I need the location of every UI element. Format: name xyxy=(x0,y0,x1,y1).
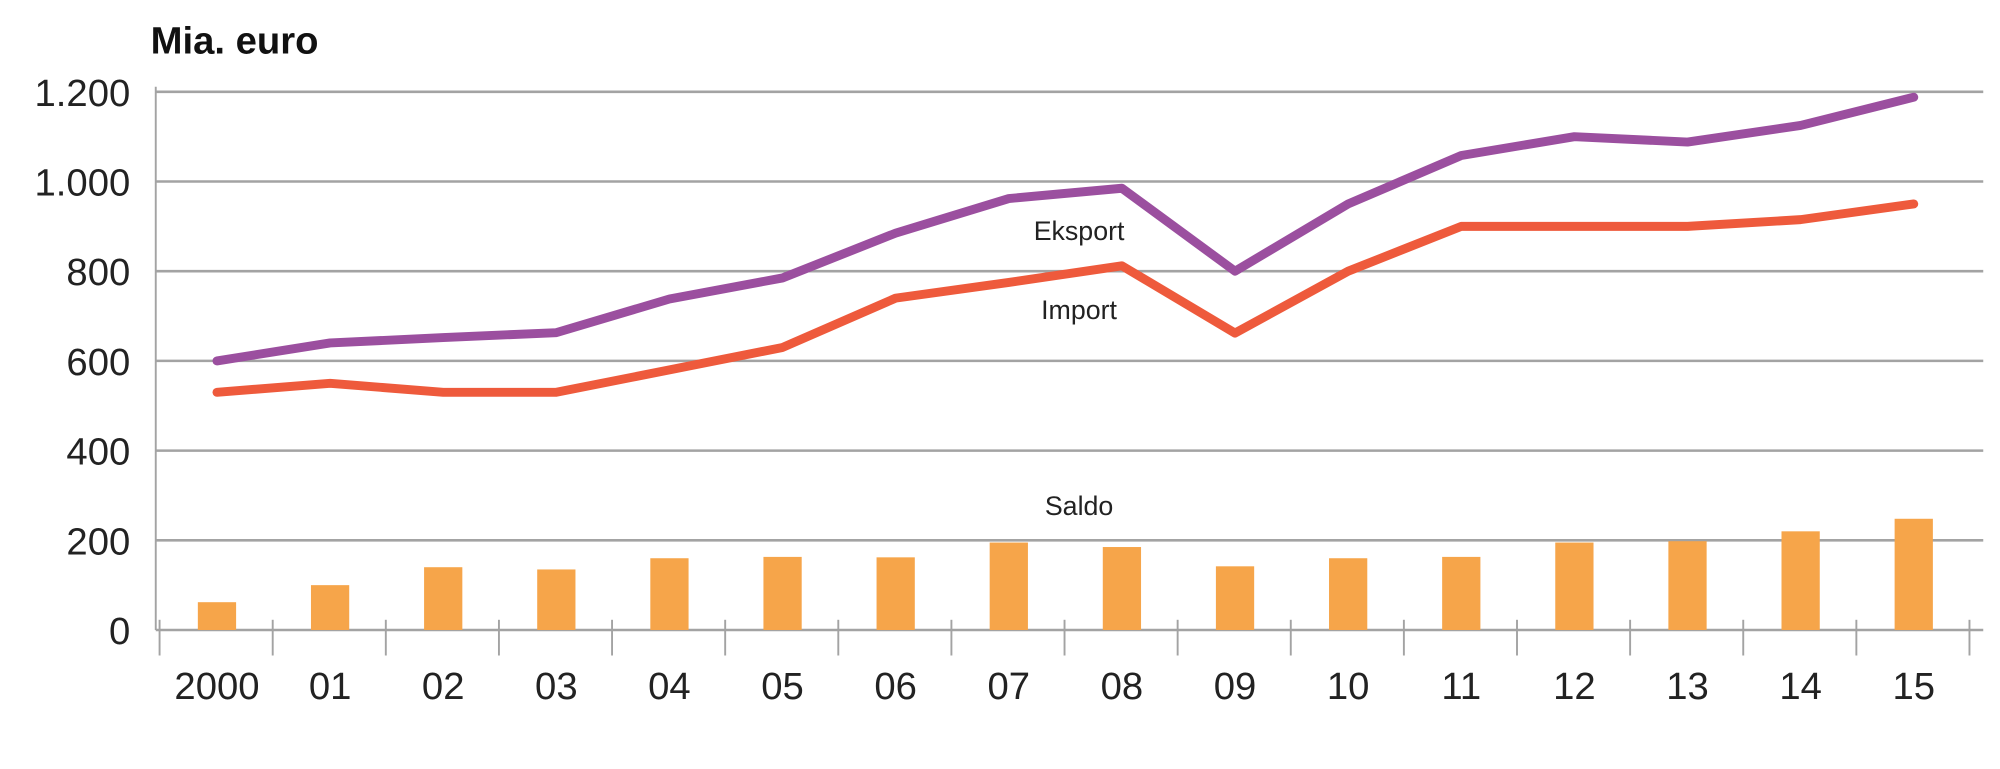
bar-saldo-04 xyxy=(650,558,689,630)
x-tick-label: 08 xyxy=(1101,665,1144,708)
series-label-saldo: Saldo xyxy=(1045,491,1113,521)
x-tick-label: 12 xyxy=(1553,665,1596,708)
bar-saldo-05 xyxy=(763,556,802,630)
x-tick-label: 09 xyxy=(1214,665,1257,708)
y-tick-label: 1.000 xyxy=(35,162,131,205)
bar-saldo-15 xyxy=(1894,518,1933,630)
bar-saldo-03 xyxy=(537,569,576,630)
bar-saldo-02 xyxy=(424,567,463,630)
x-tick-label: 03 xyxy=(535,665,578,708)
line-import xyxy=(212,199,1919,397)
bar-saldo-07 xyxy=(989,542,1028,630)
series-label-eksport: Eksport xyxy=(1034,216,1125,246)
x-axis: 2000 01 02 03 04 05 06 07 08 09 10 11 12 13 14 15 xyxy=(158,619,1971,708)
x-tick-label: 07 xyxy=(988,665,1031,708)
bar-saldo-12 xyxy=(1555,542,1594,630)
bar-saldo-06 xyxy=(876,557,915,630)
lines xyxy=(212,92,1919,397)
y-tick-label: 0 xyxy=(109,610,130,653)
x-tick-label: 13 xyxy=(1666,665,1709,708)
x-tick-label: 15 xyxy=(1892,665,1935,708)
bar-saldo-13 xyxy=(1668,541,1707,630)
y-tick-label: 600 xyxy=(66,341,130,384)
x-tick-label: 05 xyxy=(761,665,804,708)
x-tick-label: 14 xyxy=(1779,665,1822,708)
x-tick-label: 06 xyxy=(874,665,917,708)
bar-saldo-09 xyxy=(1215,566,1255,630)
bar-saldo-10 xyxy=(1329,558,1368,630)
chart-title: Mia. euro xyxy=(151,20,319,63)
y-tick-label: 400 xyxy=(66,431,130,474)
bar-saldo-11 xyxy=(1442,556,1481,630)
bar-saldo-14 xyxy=(1781,531,1820,630)
x-tick-label: 02 xyxy=(422,665,465,708)
bar-saldo-08 xyxy=(1102,547,1142,630)
x-tick-label: 01 xyxy=(309,665,352,708)
series-label-import: Import xyxy=(1041,295,1117,325)
x-tick-label: 04 xyxy=(648,665,691,708)
y-tick-label: 200 xyxy=(66,520,130,563)
y-tick-label: 1.200 xyxy=(35,72,131,115)
y-tick-label: 800 xyxy=(66,251,130,294)
x-tick-label: 10 xyxy=(1327,665,1370,708)
bar-saldo-01 xyxy=(310,585,350,630)
bar-saldo-2000 xyxy=(197,602,237,630)
y-axis: 0 200 400 600 800 1.000 1.200 xyxy=(35,72,157,653)
x-tick-label: 2000 xyxy=(174,665,259,708)
gridlines xyxy=(155,90,1984,632)
x-tick-label: 11 xyxy=(1441,665,1481,708)
line-eksport xyxy=(212,92,1919,366)
saldo-bars xyxy=(197,518,1933,630)
